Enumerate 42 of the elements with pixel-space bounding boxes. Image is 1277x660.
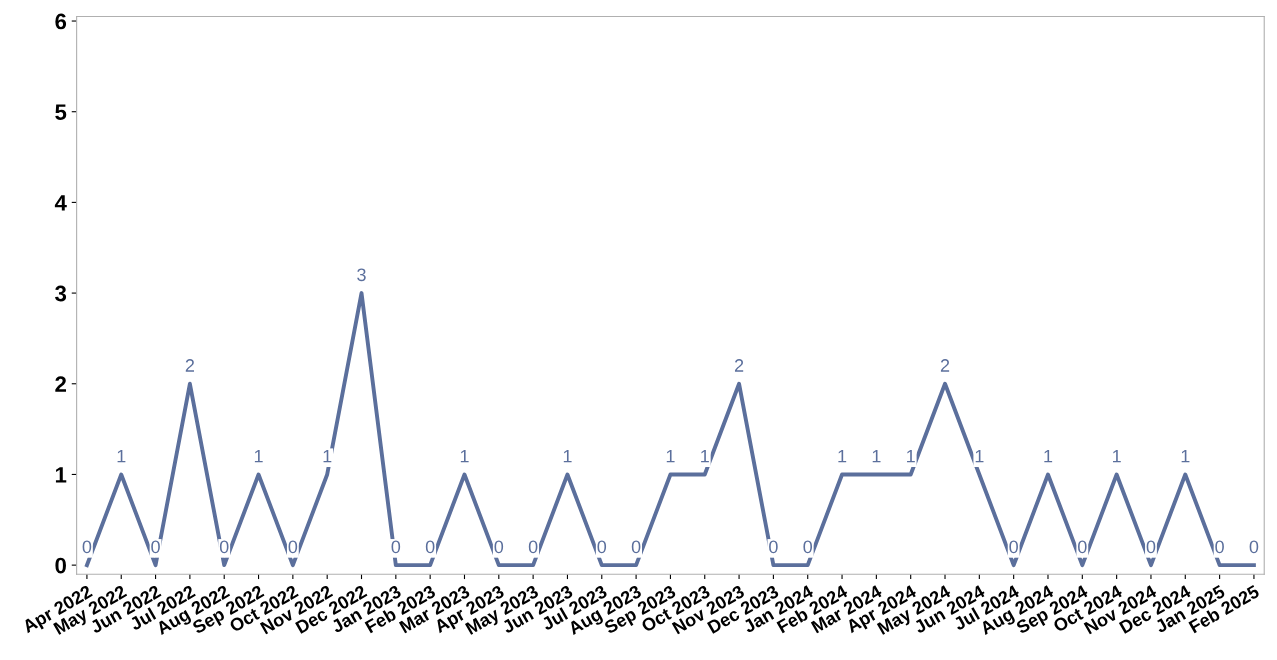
data-label: 1	[872, 449, 881, 463]
y-tick-label: 5	[55, 104, 67, 120]
y-tick-label: 3	[55, 285, 67, 302]
data-label: 0	[391, 540, 401, 554]
y-tick-label: 0	[55, 557, 66, 574]
data-label: 0	[288, 540, 298, 554]
data-label: 1	[975, 449, 984, 463]
data-label: 0	[425, 540, 435, 554]
data-label: 1	[254, 449, 263, 463]
data-label: 1	[701, 449, 709, 463]
data-label: 2	[940, 359, 950, 372]
y-tick-label: 6	[55, 13, 67, 30]
data-label: 0	[151, 540, 160, 554]
data-label: 1	[460, 449, 469, 463]
data-label: 1	[838, 449, 847, 463]
data-label: 1	[563, 449, 572, 463]
data-label: 0	[494, 540, 504, 554]
data-label: 2	[734, 359, 744, 372]
data-label: 1	[666, 449, 675, 463]
data-label: 0	[219, 540, 229, 554]
data-label: 1	[1181, 449, 1190, 463]
data-label: 0	[1146, 540, 1156, 554]
data-label: 1	[907, 449, 915, 463]
data-label: 2	[185, 359, 194, 372]
data-label: 0	[1215, 540, 1224, 554]
data-label: 1	[117, 449, 126, 463]
data-label: 1	[1112, 449, 1121, 463]
data-label: 1	[323, 449, 332, 463]
data-label: 0	[769, 540, 778, 554]
data-label: 0	[1249, 540, 1259, 554]
data-label: 3	[357, 268, 366, 282]
data-label: 0	[1009, 540, 1018, 554]
data-label: 1	[1044, 449, 1053, 463]
data-label: 0	[631, 540, 641, 554]
data-label: 0	[597, 540, 607, 554]
data-label: 0	[82, 540, 92, 554]
data-label: 0	[803, 540, 813, 554]
y-tick-label: 2	[55, 376, 67, 392]
data-label: 0	[528, 540, 538, 554]
data-label: 0	[1078, 540, 1087, 554]
y-tick-label: 4	[54, 195, 67, 211]
y-tick-label: 1	[55, 467, 67, 483]
